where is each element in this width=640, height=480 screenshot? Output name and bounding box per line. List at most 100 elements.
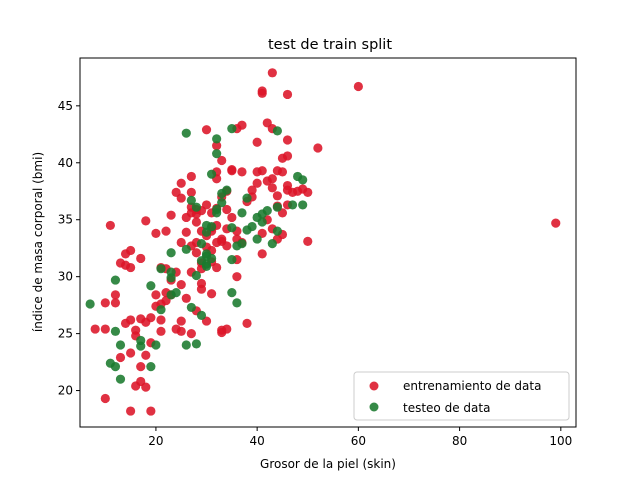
data-point: [272, 226, 282, 236]
data-point: [282, 151, 293, 161]
x-tick-label: 100: [549, 434, 572, 448]
data-point: [313, 143, 323, 153]
x-axis-label: Grosor de la piel (skin): [260, 457, 396, 471]
data-point: [136, 362, 146, 372]
x-tick-label: 60: [351, 434, 366, 448]
data-point: [141, 382, 151, 392]
data-point: [181, 340, 191, 350]
data-point: [201, 261, 212, 272]
y-tick-label: 40: [58, 156, 73, 170]
data-point: [298, 175, 308, 185]
data-point: [110, 290, 121, 300]
data-point: [272, 126, 282, 136]
x-axis: 20 40 60 80 100: [148, 427, 572, 448]
data-point: [222, 324, 232, 334]
y-tick-label: 30: [58, 270, 73, 284]
data-point: [176, 237, 186, 248]
data-point: [161, 226, 171, 236]
data-point: [252, 137, 262, 147]
data-point: [272, 202, 282, 212]
data-point: [141, 216, 151, 226]
data-point: [282, 89, 293, 100]
data-point: [176, 178, 186, 188]
y-axis: 20 25 30 35 40 45: [58, 99, 80, 398]
data-point: [212, 141, 222, 151]
legend-marker-train: [369, 381, 379, 391]
data-point: [206, 289, 217, 299]
data-point: [146, 406, 156, 416]
data-point: [242, 193, 252, 203]
data-point: [181, 227, 191, 237]
data-point: [90, 324, 100, 334]
y-axis-label: índice de masa corporal (bmi): [31, 152, 45, 332]
data-point: [115, 352, 126, 363]
data-point: [136, 253, 146, 264]
data-point: [252, 234, 262, 244]
data-point: [151, 340, 161, 350]
data-point: [237, 120, 247, 130]
data-point: [181, 293, 191, 303]
data-point: [298, 200, 308, 210]
data-point: [201, 200, 212, 210]
data-point: [166, 267, 176, 277]
data-point: [201, 249, 212, 259]
data-point: [212, 134, 222, 144]
data-point: [303, 187, 313, 197]
data-point: [257, 217, 267, 227]
data-point: [282, 180, 293, 191]
data-point: [146, 362, 156, 372]
data-point: [146, 281, 156, 291]
data-point: [186, 329, 196, 339]
data-point: [166, 248, 176, 258]
data-point: [186, 171, 196, 182]
data-point: [186, 302, 196, 313]
data-point: [115, 340, 126, 350]
data-point: [212, 149, 222, 159]
data-point: [115, 374, 126, 384]
data-point: [232, 298, 242, 308]
data-point: [237, 208, 247, 218]
data-point: [232, 272, 242, 282]
data-point: [227, 165, 237, 175]
data-point: [191, 270, 202, 281]
data-point: [126, 262, 136, 273]
data-point: [85, 299, 95, 309]
data-point: [156, 264, 166, 274]
data-point: [191, 339, 202, 349]
data-point: [267, 174, 277, 184]
x-tick-label: 20: [148, 434, 163, 448]
legend-marker-test: [369, 402, 379, 412]
data-point: [171, 288, 181, 298]
data-point: [110, 298, 121, 308]
data-point: [105, 220, 115, 231]
data-point: [257, 86, 267, 96]
data-point: [196, 239, 207, 249]
data-point: [191, 202, 202, 212]
data-point: [151, 228, 161, 238]
y-tick-label: 20: [58, 384, 73, 398]
data-point: [237, 167, 247, 177]
data-point: [227, 288, 237, 298]
data-point: [217, 155, 227, 166]
data-point: [222, 241, 232, 251]
data-point: [141, 350, 151, 360]
data-point: [201, 227, 212, 237]
data-point: [206, 169, 217, 179]
data-point: [171, 187, 181, 197]
chart-title: test de train split: [268, 37, 392, 53]
y-tick-label: 45: [58, 99, 73, 113]
data-point: [227, 223, 237, 233]
data-point: [282, 135, 293, 145]
data-point: [252, 178, 262, 188]
data-point: [176, 316, 186, 326]
data-point: [212, 262, 222, 273]
data-point: [156, 326, 166, 336]
data-point: [217, 234, 227, 244]
data-point: [176, 280, 186, 290]
points-layer: [85, 68, 561, 416]
data-point: [212, 204, 222, 215]
data-point: [217, 198, 227, 208]
data-point: [115, 258, 126, 268]
data-point: [267, 239, 277, 249]
